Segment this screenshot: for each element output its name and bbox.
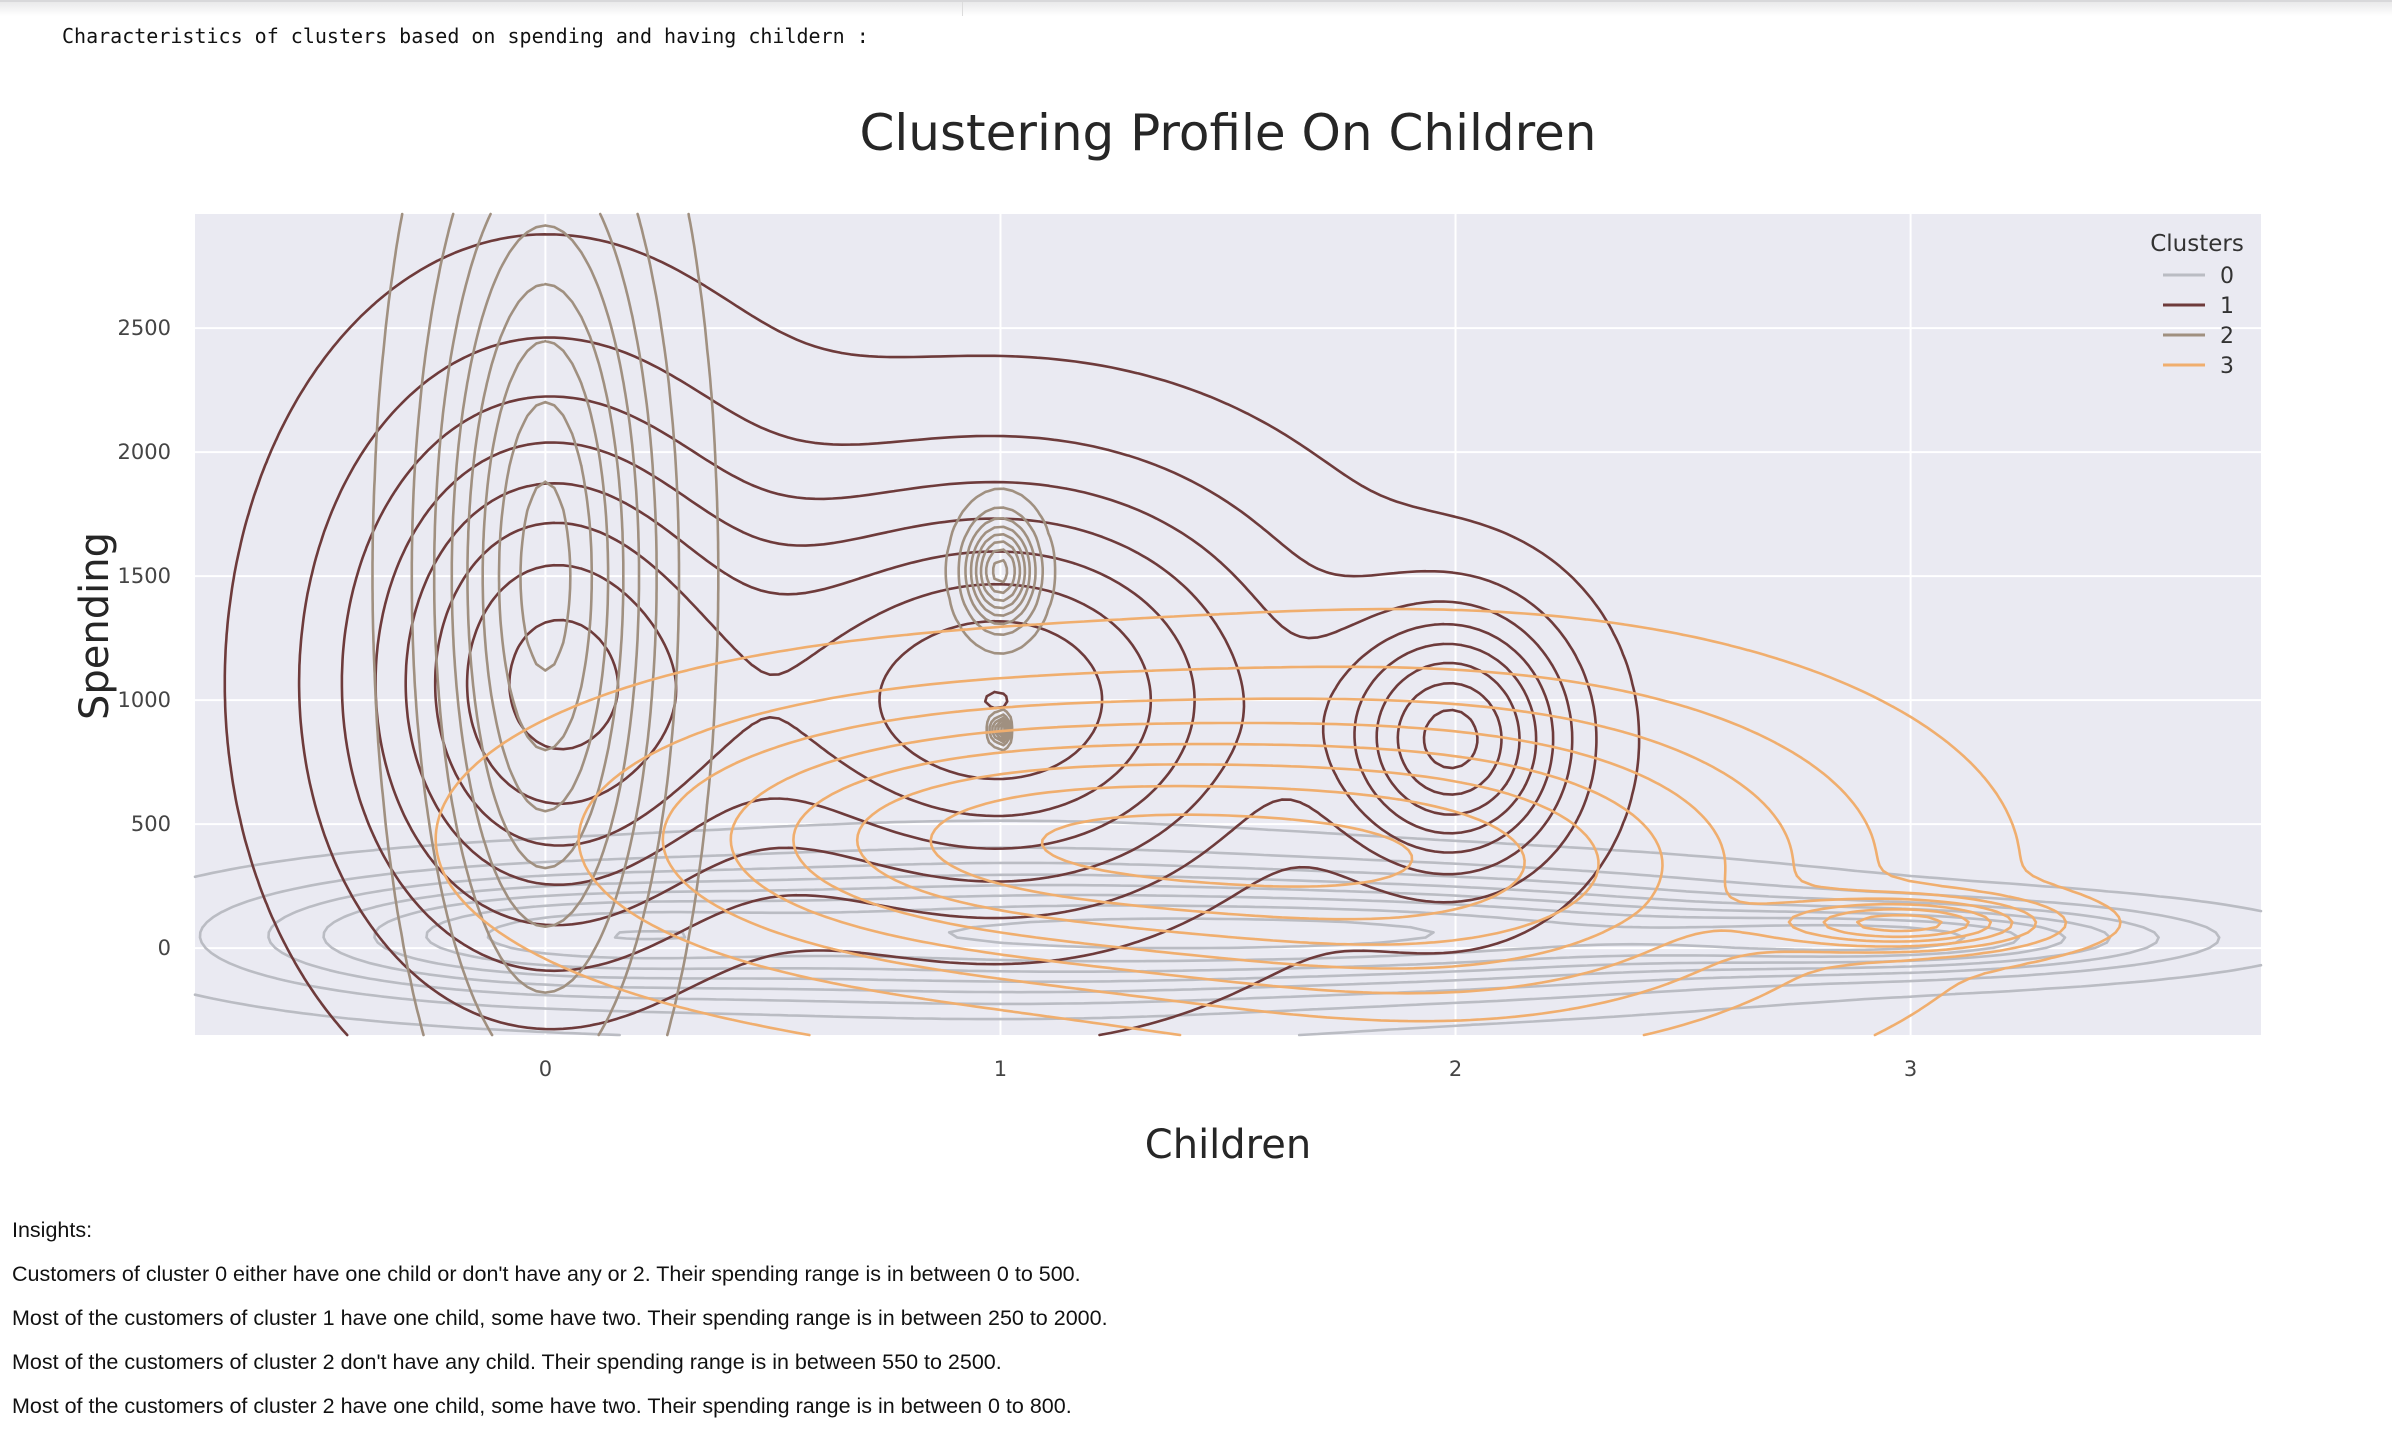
contour-line-cluster-2 — [450, 224, 1031, 928]
y-tick-label: 2500 — [118, 316, 171, 340]
cell-top-bar — [0, 0, 2392, 16]
contour-line-cluster-2 — [466, 282, 1027, 870]
series-2-contours — [371, 212, 1057, 1037]
contour-line-cluster-1 — [223, 233, 1641, 1037]
legend-label: 2 — [2220, 324, 2234, 349]
contour-line-cluster-0 — [425, 893, 2021, 973]
legend-label: 0 — [2220, 264, 2234, 289]
contour-line-cluster-0 — [198, 846, 2221, 1021]
y-tick-label: 0 — [158, 936, 171, 960]
insight-line: Most of the customers of cluster 2 don't… — [12, 1350, 1002, 1374]
x-axis-label: Children — [1145, 1122, 1311, 1168]
contour-line-cluster-1 — [374, 441, 1555, 927]
chart-title: Clustering Profile On Children — [859, 104, 1596, 162]
contour-line-cluster-2 — [432, 212, 1037, 994]
contour-line-cluster-2 — [371, 212, 1057, 1037]
x-tick-label: 3 — [1904, 1057, 1917, 1081]
contour-line-cluster-3 — [729, 721, 2014, 995]
legend-title: Clusters — [2150, 231, 2244, 257]
y-axis-label: Spending — [72, 532, 118, 720]
contour-line-cluster-3 — [661, 697, 2038, 1023]
series-3-contours — [434, 607, 2122, 1037]
contour-line-cluster-0 — [373, 883, 2067, 983]
contour-line-cluster-3 — [929, 784, 1943, 933]
contour-line-cluster-3 — [577, 665, 2068, 1037]
x-tick-labels: 0 1 2 3 — [539, 1057, 1918, 1081]
legend-label: 3 — [2220, 354, 2234, 379]
insight-line: Most of the customers of cluster 2 have … — [12, 1394, 1072, 1418]
legend: Clusters 0 1 2 3 — [2150, 231, 2244, 379]
contour-line-cluster-0 — [193, 819, 2263, 1037]
contour-line-cluster-3 — [1040, 813, 1414, 888]
contour-line-cluster-3 — [792, 742, 1992, 970]
insight-line: Most of the customers of cluster 1 have … — [12, 1306, 1108, 1330]
contour-line-cluster-2 — [481, 339, 1022, 813]
x-tick-label: 2 — [1449, 1057, 1462, 1081]
contour-line-cluster-3 — [434, 607, 2122, 1037]
legend-label: 1 — [2220, 294, 2234, 319]
x-tick-label: 0 — [539, 1057, 552, 1081]
contour-line-cluster-3 — [855, 763, 1970, 946]
output-text: Characteristics of clusters based on spe… — [62, 24, 869, 48]
contour-line-cluster-1 — [297, 336, 1598, 1031]
y-tick-label: 1000 — [118, 688, 171, 712]
contour-line-cluster-2 — [410, 212, 1044, 1037]
insight-line: Customers of cluster 0 either have one c… — [12, 1262, 1081, 1286]
contour-line-cluster-2 — [497, 400, 1016, 752]
x-tick-label: 1 — [994, 1057, 1007, 1081]
insights-section: Insights: Customers of cluster 0 either … — [12, 1218, 1108, 1438]
y-tick-label: 2000 — [118, 440, 171, 464]
chart: Clustering Profile On Children 0 1 2 3 0 500… — [72, 104, 2263, 1168]
contour-line-cluster-0 — [267, 861, 2160, 1006]
cell-divider — [962, 2, 963, 16]
y-tick-label: 500 — [131, 812, 171, 836]
y-tick-label: 1500 — [118, 564, 171, 588]
contour-line-cluster-1 — [465, 563, 1503, 805]
series-0-contours — [193, 819, 2263, 1037]
contour-line-cluster-2 — [519, 480, 1009, 672]
y-tick-labels: 0 500 1000 1500 2000 2500 — [118, 316, 171, 960]
kde-contours — [193, 212, 2263, 1037]
insights-heading: Insights: — [12, 1218, 93, 1242]
